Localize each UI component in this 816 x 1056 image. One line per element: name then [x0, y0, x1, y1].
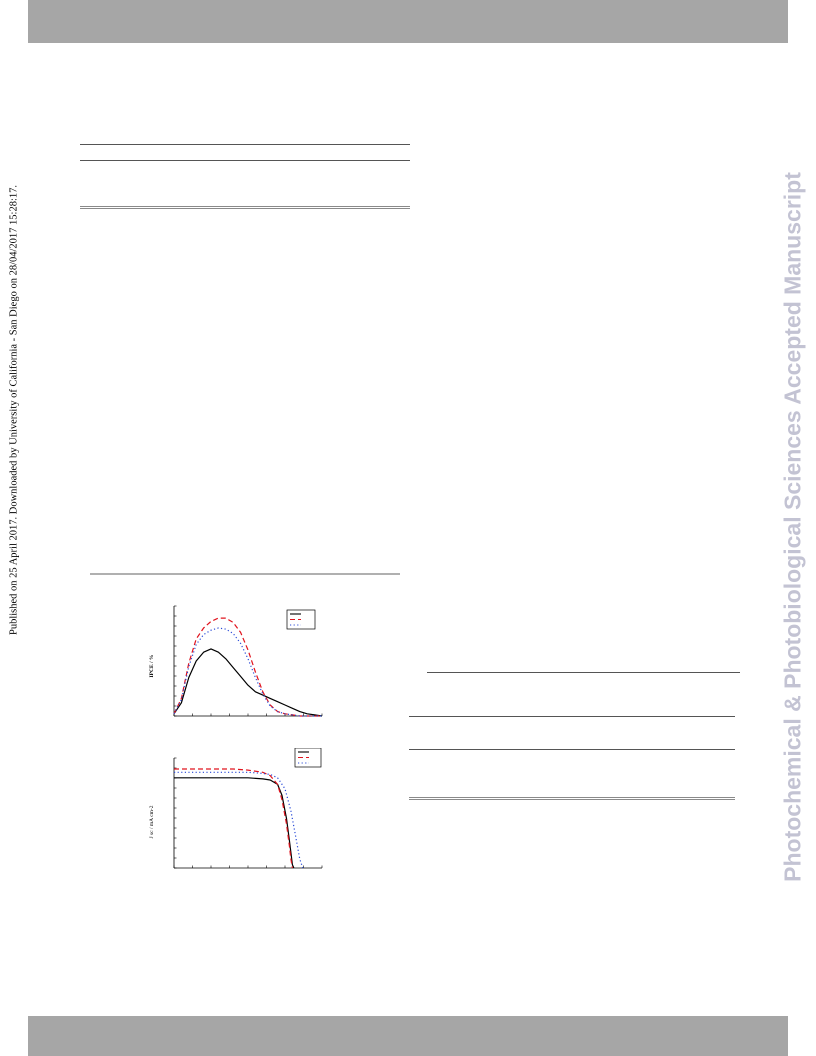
table-1-top-rule: [80, 144, 410, 145]
table-1-bottom-rule: [80, 206, 410, 209]
jv-chart: J sc / mA cm-2: [149, 748, 323, 869]
ipce-legend: [286, 609, 316, 630]
table-2-top-rule: [427, 672, 740, 673]
table-2-bottom-rule: [409, 797, 735, 800]
ipce-series-0: [173, 648, 323, 717]
jv-series-1: [174, 768, 293, 869]
ipce-series-2: [173, 627, 322, 717]
ipce-axes: [173, 605, 323, 717]
jv-series-0: [174, 777, 295, 869]
footer-band: [28, 1016, 788, 1056]
jv-series-group: [174, 768, 304, 869]
header-band: [28, 0, 788, 43]
table-2-row-rule-2: [409, 749, 735, 750]
figure-top-divider: [90, 573, 400, 575]
jv-legend: [294, 748, 322, 768]
table-2-row-rule-1: [409, 716, 735, 717]
ipce-series-group: [173, 617, 323, 717]
jv-ylabel: J sc / mA cm-2: [149, 805, 155, 838]
watermark-text: Photochemical & Photobiological Sciences…: [779, 172, 806, 882]
ipce-ylabel: IPCE / %: [149, 655, 155, 678]
ipce-chart: IPCE / %: [149, 605, 323, 717]
jv-series-2: [174, 771, 304, 869]
ipce-series-1: [173, 617, 322, 717]
table-1-header-rule: [80, 160, 410, 161]
jv-axes: [173, 757, 323, 869]
side-note-text: Published on 25 April 2017. Downloaded b…: [8, 184, 20, 636]
